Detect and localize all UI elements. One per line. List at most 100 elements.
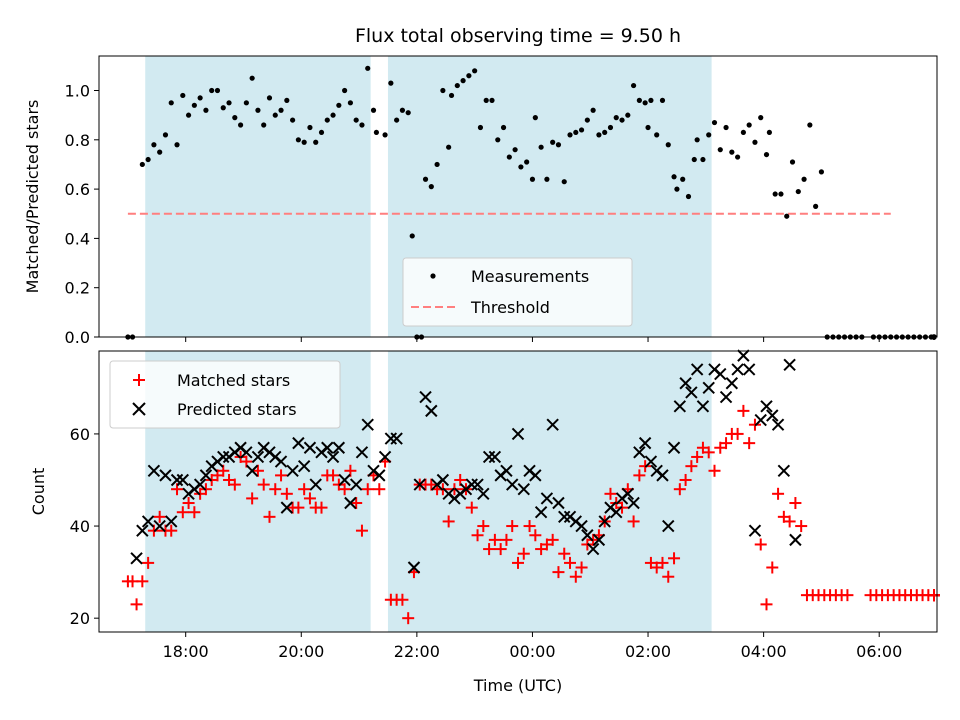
predicted-star-point: [662, 519, 675, 533]
measurement-point: [602, 129, 608, 136]
measurement-point: [342, 87, 348, 94]
measurement-point: [752, 139, 758, 145]
predicted-star-point: [725, 377, 739, 390]
matched-star-point: [228, 478, 241, 491]
bottom-panel: 20 40 60 18:00 20:00 22:00 00:00 02:00 04:00 06:…: [29, 349, 940, 695]
y-tick-label: 0.0: [65, 328, 90, 347]
predicted-star-point: [147, 464, 161, 477]
measurement-point: [232, 115, 238, 121]
measurement-point: [665, 142, 671, 148]
predicted-star-point: [378, 450, 392, 464]
measurement-point: [691, 156, 697, 163]
measurement-point: [162, 132, 169, 138]
predicted-star-point: [280, 501, 294, 514]
measurement-point: [226, 100, 232, 106]
legend-measurements-marker: [430, 273, 436, 279]
predicted-star-point: [766, 409, 779, 422]
top-y-axis-label: Matched/Predicted stars: [23, 100, 42, 294]
legend-matched-marker: [133, 374, 145, 386]
measurement-point: [272, 112, 278, 118]
matched-star-point: [176, 506, 189, 519]
matched-star-point: [350, 497, 363, 510]
predicted-star-point: [760, 400, 773, 413]
matched-star-point: [656, 556, 669, 569]
matched-star-point: [685, 460, 698, 473]
predicted-star-point: [349, 478, 363, 491]
bottom-legend-box: [109, 360, 341, 429]
chart-title: Flux total observing time = 9.50 h: [355, 25, 681, 47]
measurement-point: [524, 159, 530, 165]
matched-star-point: [373, 483, 386, 496]
measurement-point: [249, 75, 255, 81]
predicted-star-point: [240, 446, 253, 459]
top-x-ticks: [185, 337, 880, 342]
matched-star-point: [772, 487, 785, 500]
measurement-point: [596, 132, 602, 138]
matched-star-point: [269, 483, 282, 496]
matched-star-point: [743, 437, 756, 450]
predicted-star-point: [436, 473, 450, 487]
measurement-point: [784, 213, 790, 219]
matched-star-point: [251, 464, 264, 477]
predicted-star-point: [413, 478, 426, 491]
predicted-star-point: [217, 450, 230, 464]
predicted-star-point: [326, 450, 340, 464]
matched-star-point: [662, 570, 675, 583]
measurement-point: [466, 73, 472, 79]
matched-star-point: [795, 520, 808, 533]
predicted-star-point: [627, 496, 640, 510]
predicted-star-point: [777, 464, 791, 477]
measurement-point: [619, 117, 625, 123]
predicted-star-point: [425, 404, 438, 418]
predicted-star-point: [667, 441, 681, 454]
predicted-star-point: [534, 506, 548, 519]
measurement-point: [203, 107, 209, 113]
measurement-point: [648, 97, 654, 103]
measurement-point: [801, 176, 807, 182]
matched-star-point: [465, 501, 478, 514]
measurement-point: [243, 100, 249, 106]
matched-star-point: [789, 497, 802, 510]
matched-star-point: [396, 593, 409, 606]
measurement-point: [157, 149, 163, 155]
measurement-point: [428, 184, 434, 190]
predicted-star-point: [789, 533, 802, 547]
measurement-point: [561, 179, 567, 185]
predicted-star-point: [696, 400, 710, 413]
y-tick-label: 0.6: [65, 180, 90, 199]
measurement-point: [807, 122, 813, 128]
measurement-point: [567, 132, 573, 138]
measurement-point: [174, 142, 180, 148]
legend-predicted-marker: [132, 402, 146, 416]
measurement-point: [318, 129, 325, 136]
predicted-star-point: [471, 478, 484, 491]
measurement-point: [301, 139, 307, 145]
measurement-point: [723, 124, 729, 131]
y-tick-label: 0.4: [65, 229, 90, 248]
matched-star-point: [246, 492, 259, 505]
top-y-ticks: 0.0 0.2 0.4 0.6 0.8 1.0: [65, 82, 99, 347]
top-measurement-points: [125, 65, 937, 340]
x-tick-label: 22:00: [394, 642, 440, 661]
predicted-star-point: [586, 542, 600, 556]
predicted-star-point: [390, 432, 403, 445]
predicted-star-point: [245, 464, 259, 477]
measurement-point: [284, 97, 290, 103]
matched-star-point: [673, 483, 686, 496]
predicted-star-point: [199, 469, 213, 482]
predicted-star-point: [638, 436, 652, 450]
shaded-region-0: [145, 56, 371, 337]
matched-star-point: [142, 556, 155, 569]
measurement-point: [307, 124, 313, 131]
y-tick-label: 60: [70, 425, 90, 444]
predicted-star-point: [621, 487, 635, 501]
predicted-star-point: [679, 377, 692, 390]
measurement-point: [711, 119, 718, 126]
legend-threshold-label: Threshold: [470, 298, 550, 317]
bottom-y-axis-label: Count: [29, 468, 48, 516]
measurement-point: [694, 137, 700, 143]
measurement-point: [512, 147, 518, 153]
predicted-star-point: [598, 515, 611, 528]
y-tick-label: 40: [70, 517, 90, 536]
matched-star-point: [627, 515, 640, 528]
